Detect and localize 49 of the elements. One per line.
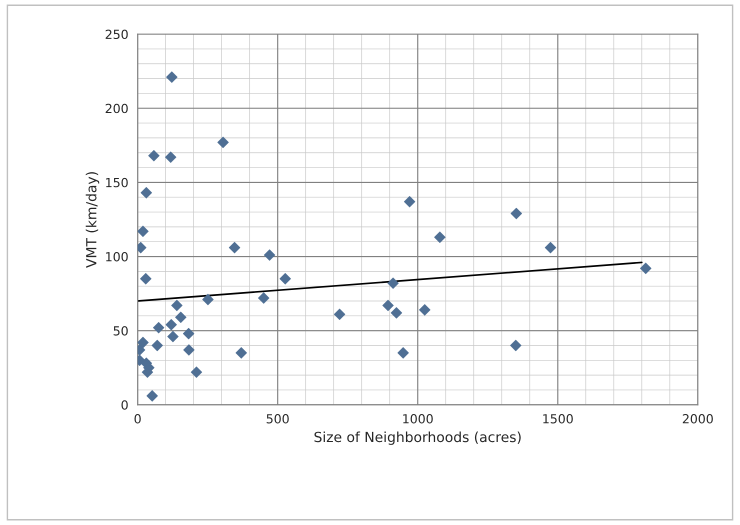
point [171, 300, 183, 312]
point [390, 307, 402, 319]
point [152, 340, 163, 352]
point [397, 347, 409, 359]
point [419, 304, 430, 316]
y-tick-label: 100 [106, 252, 128, 262]
x-tick-label: 1500 [543, 414, 573, 424]
point [334, 308, 346, 320]
point [280, 273, 291, 284]
x-tick-label: 2000 [682, 414, 713, 424]
y-tick-label: 200 [106, 104, 128, 114]
point [544, 242, 556, 254]
point [166, 71, 178, 83]
point [640, 262, 652, 274]
point [167, 330, 179, 342]
point [152, 322, 164, 334]
point [140, 187, 152, 198]
point [183, 344, 195, 356]
point [140, 273, 152, 284]
point [148, 150, 160, 162]
point [190, 366, 202, 378]
point [236, 347, 247, 359]
x-axis-title: Size of Neighborhoods (acres) [314, 431, 521, 445]
point [166, 319, 177, 330]
point [387, 278, 399, 289]
x-tick-label: 500 [266, 414, 289, 424]
x-tick-label: 0 [134, 414, 141, 424]
point [404, 196, 416, 208]
point [434, 232, 446, 243]
point [264, 249, 276, 261]
point [217, 136, 229, 148]
point [146, 390, 158, 402]
x-tick-label: 1000 [403, 414, 433, 424]
point [182, 328, 194, 340]
point [165, 151, 176, 163]
point [138, 226, 149, 237]
y-tick-label: 150 [106, 178, 128, 188]
point [510, 340, 522, 352]
y-axis-title: VMT (km/day) [86, 172, 100, 268]
y-tick-label: 50 [114, 326, 128, 336]
point [382, 300, 394, 312]
point [228, 242, 240, 254]
y-tick-label: 0 [121, 400, 128, 410]
point [138, 336, 149, 348]
point [510, 208, 522, 220]
point [258, 292, 270, 304]
point [202, 294, 214, 306]
y-tick-label: 250 [106, 30, 128, 40]
point [175, 312, 186, 323]
